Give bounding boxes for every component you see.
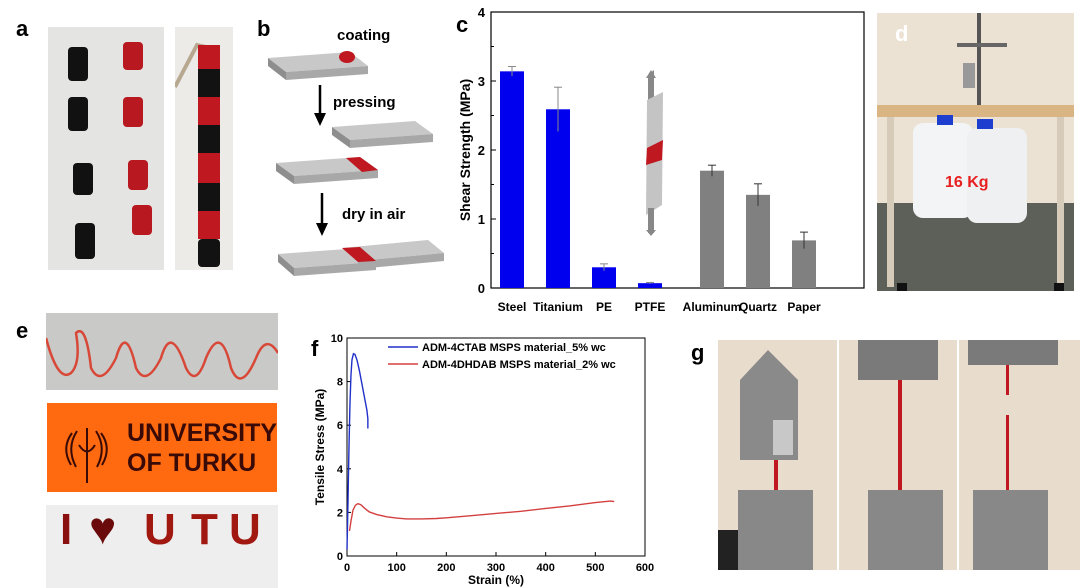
adhesive-chain-illustration [175,42,220,267]
x-tick-label: PTFE [635,300,666,314]
logo-text-line1: UNIVERSITY [127,419,277,447]
bar-steel [500,71,524,288]
bar-aluminum [700,170,724,288]
logo-text-line2: OF TURKU [127,449,257,477]
panel-label-c: c [456,12,469,37]
arrow-up-head [646,70,656,78]
x-tick-label: Quartz [739,300,777,314]
y-tick-label: 0 [478,281,485,296]
weight-test-illustration [877,13,1074,291]
series-line-1 [346,352,369,550]
x-tick-label: Steel [498,300,527,314]
panel-label-d: d [895,21,909,46]
x-tick-label: Paper [787,300,821,314]
x-tick-label: 0 [344,562,350,574]
frame-3 [968,340,1058,570]
letter-u1: U [144,505,176,554]
step-label-coating: coating [337,27,390,44]
adhesive-pieces-illustration [68,42,152,259]
adhesive-area [646,140,663,165]
photo-adhesive-pieces [48,27,164,270]
photo-adhesive-chain [175,27,233,270]
y-tick-label: 2 [478,143,485,158]
x-tick-label: 400 [536,562,554,574]
photo-molded-letters: I ♥ U T U [46,505,278,588]
letter-u2: U [229,505,261,554]
tensile-test-illustration [718,340,1058,570]
arrow-down-icon [316,193,328,236]
step-label-dry-in-air: dry in air [342,206,406,223]
x-tick-label: 300 [487,562,505,574]
y-tick-label: 1 [478,212,485,227]
panel-label-a: a [16,16,29,41]
legend-label: ADM-4DHDAB MSPS material_2% wc [422,359,616,371]
y-tick-label: 10 [331,333,343,345]
plate-coating [268,51,368,80]
series-line-2 [348,500,615,532]
bar-quartz [746,194,770,288]
panel-label-b: b [257,16,271,41]
frame-1 [718,350,813,570]
lap-shear-specimen-icon [646,70,663,236]
x-tick-label: Aluminum [683,300,742,314]
shear-strength-bar-chart: 0 1 2 3 4 Shear Strength (MPa) Steel Titanium PE… [457,5,865,314]
panel-label-e: e [16,318,29,343]
y-tick-label: 3 [478,74,485,89]
plate-bottom-pressing [276,157,378,184]
plate-top-pressing [332,121,433,148]
university-emblem-icon [65,428,108,483]
y-tick-label: 0 [337,551,343,563]
legend-label: ADM-4CTAB MSPS material_5% wc [422,342,606,354]
bar-ptfe [638,283,662,288]
plates-bonded [278,240,444,276]
x-tick-label: PE [596,300,612,314]
bonding-process-diagram: coating pressing dry in air [268,27,444,276]
frame-2 [858,340,943,570]
bar-pe [592,267,616,288]
y-tick-label: 4 [337,464,344,476]
tensile-stress-line-chart: 0 100 200 300 400 500 600 0 2 4 6 8 10 Strain (%) Tens… [313,333,654,587]
photo-tensile-test [718,340,1080,570]
photo-spiral-fiber [46,313,278,390]
heart-icon: ♥ [89,505,117,554]
x-tick-label: 200 [437,562,455,574]
panel-label-f: f [311,336,319,361]
x-tick-label: 600 [636,562,654,574]
weight-label: 16 Kg [945,174,989,191]
y-tick-label: 4 [478,5,486,20]
panel-label-g: g [691,340,705,365]
x-tick-label: 500 [586,562,604,574]
photo-weight-test: d 16 Kg [877,13,1074,291]
x-axis-label: Strain (%) [468,573,524,587]
y-tick-label: 8 [337,377,343,389]
y-tick-label: 2 [337,507,343,519]
y-axis-label: Shear Strength (MPa) [457,79,473,221]
bar-titanium [546,109,570,288]
spiral-fiber-illustration [46,330,278,380]
letter-i: I [60,505,73,554]
x-tick-label: 100 [387,562,405,574]
arrow-down-icon [648,208,654,233]
letter-t: T [191,505,218,554]
x-tick-label: Titanium [533,300,583,314]
y-tick-label: 6 [337,420,343,432]
step-label-pressing: pressing [333,94,396,111]
arrow-down-head [646,230,656,236]
y-axis-label: Tensile Stress (MPa) [313,389,327,505]
photo-university-logo: UNIVERSITY OF TURKU [47,403,277,492]
arrow-down-icon [314,85,326,126]
